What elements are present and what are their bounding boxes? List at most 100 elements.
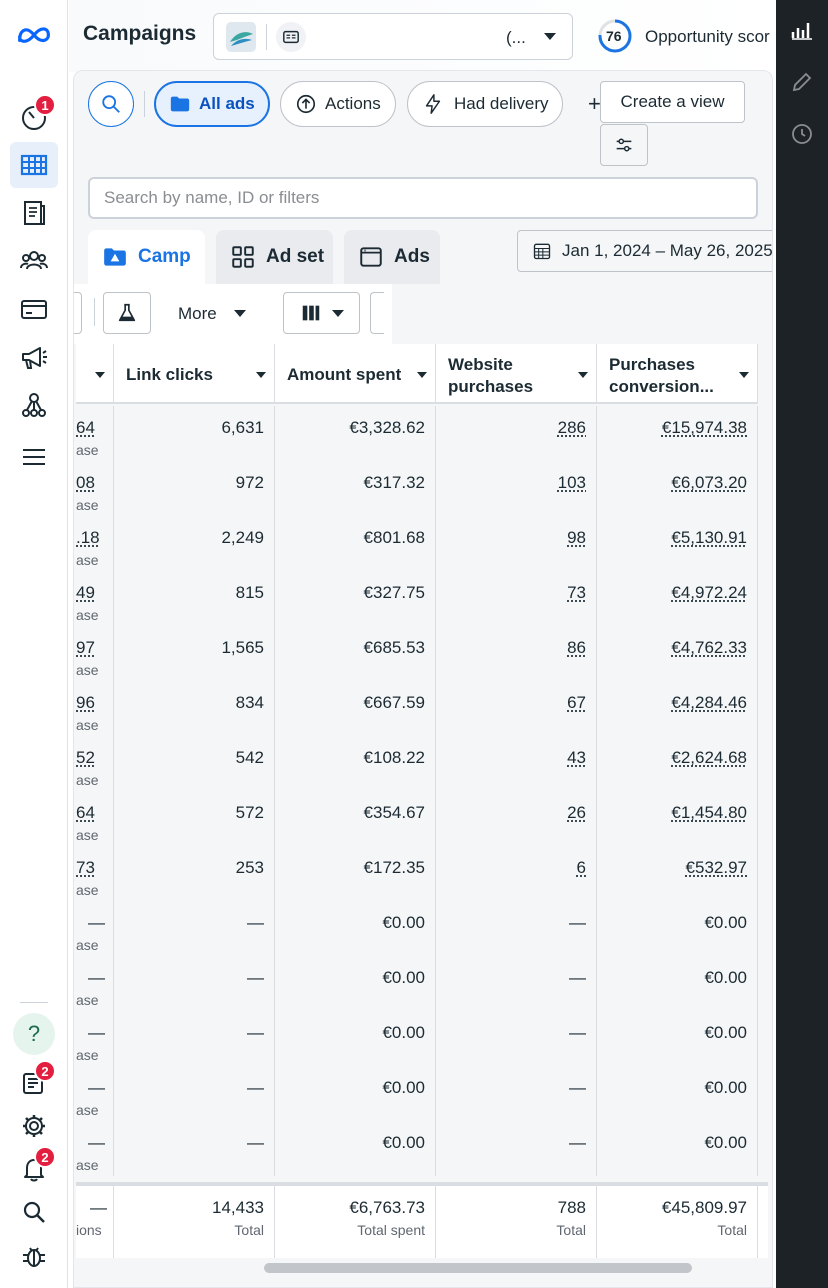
all-ads-button[interactable]: All ads [154,81,270,127]
toolbar-button[interactable] [74,292,82,334]
cell-value[interactable]: 73 [567,583,586,602]
chart-icon[interactable] [790,18,814,42]
nav-search[interactable] [10,1189,58,1235]
cell-value[interactable]: €532.97 [685,858,747,877]
table-cell: €317.32 [275,461,436,516]
cell-value[interactable]: 67 [567,693,586,712]
table-row[interactable]: 64 ase 6,631 €3,328.62 286 €15,974.38 [76,406,768,461]
table-cell: 834 [114,681,275,736]
table-row[interactable]: 52 ase 542 €108.22 43 €2,624.68 [76,736,768,791]
nav-all-tools[interactable] [10,434,58,480]
pencil-icon[interactable] [790,70,814,94]
experiments-button[interactable] [103,292,151,334]
cell-value[interactable]: 73 [76,858,95,877]
account-selector[interactable]: (... [213,13,573,60]
table-icon [20,154,48,176]
cell-value: 572 [235,803,264,822]
cell-value[interactable]: 96 [76,693,95,712]
nav-audiences[interactable] [10,238,58,284]
left-nav: 1 ? 2 2 [0,0,68,1288]
cell-value: €685.53 [363,638,425,657]
search-input[interactable] [88,177,758,219]
cell-value[interactable]: €5,130.91 [671,528,747,547]
cell-value[interactable]: 49 [76,583,95,602]
search-button[interactable] [88,81,134,127]
cell-value[interactable]: .18 [76,528,100,547]
flask-icon [118,303,136,322]
cell-value[interactable]: 86 [567,638,586,657]
nav-account-overview[interactable]: 1 [10,94,58,140]
cell-value[interactable]: 97 [76,638,95,657]
nav-settings[interactable] [10,1103,58,1149]
table-row[interactable]: — ase — €0.00 — €0.00 [76,901,768,956]
nav-campaigns[interactable] [10,142,58,188]
nav-help[interactable]: ? [13,1013,55,1055]
cell-value: €0.00 [704,968,747,987]
cell-value[interactable]: 286 [557,418,586,437]
tab-ads[interactable]: Ads [344,230,440,284]
filter-settings-button[interactable] [600,124,648,166]
cell-value[interactable]: 98 [567,528,586,547]
table-row[interactable]: .18 ase 2,249 €801.68 98 €5,130.91 [76,516,768,571]
chevron-down-icon [234,310,246,317]
cell-value[interactable]: 6 [576,858,586,877]
table-row[interactable]: — ase — €0.00 — €0.00 [76,1066,768,1121]
nav-news[interactable]: 2 [10,1060,58,1106]
table-cell: — [114,956,275,1011]
table-row[interactable]: — ase — €0.00 — €0.00 [76,1121,768,1176]
cell-value[interactable]: €4,284.46 [671,693,747,712]
cell-value[interactable]: 64 [76,418,95,437]
column-label: Website purchases [448,355,534,396]
nav-advertising[interactable] [10,334,58,380]
cell-value[interactable]: 52 [76,748,95,767]
column-header-website-purchases[interactable]: Website purchases [436,344,597,404]
cell-value[interactable]: €6,073.20 [671,473,747,492]
table-row[interactable]: 73 ase 253 €172.35 6 €532.97 [76,846,768,901]
column-header[interactable] [76,344,114,404]
table-row[interactable]: 49 ase 815 €327.75 73 €4,972.24 [76,571,768,626]
cell-value[interactable]: 08 [76,473,95,492]
columns-icon [302,305,319,321]
toolbar-button[interactable] [370,292,384,334]
cell-value[interactable]: €15,974.38 [661,418,747,437]
opportunity-score-gauge[interactable] [597,18,633,54]
cell-subtext: ase [76,442,99,458]
table-row[interactable]: 96 ase 834 €667.59 67 €4,284.46 [76,681,768,736]
table-row[interactable]: 08 ase 972 €317.32 103 €6,073.20 [76,461,768,516]
table-cell: 788 Total [436,1186,597,1258]
meta-logo[interactable] [10,12,58,58]
column-label: Link clicks [126,365,213,384]
clock-icon[interactable] [790,122,814,146]
had-delivery-button[interactable]: Had delivery [407,81,563,127]
cell-value[interactable]: €1,454.80 [671,803,747,822]
tab-ad-sets[interactable]: Ad set [216,230,333,284]
cell-value[interactable]: 43 [567,748,586,767]
cell-value[interactable]: €2,624.68 [671,748,747,767]
add-icon[interactable]: + [588,91,601,116]
cell-value[interactable]: 64 [76,803,95,822]
tab-campaigns[interactable]: Camp [88,230,205,284]
nav-report-bug[interactable] [10,1233,58,1279]
nav-business-tools[interactable] [10,382,58,428]
nav-notifications[interactable]: 2 [10,1146,58,1192]
cell-value[interactable]: 26 [567,803,586,822]
table-row[interactable]: — ase — €0.00 — €0.00 [76,956,768,1011]
column-header-purchases-conversion[interactable]: Purchases conversion... [597,344,758,404]
horizontal-scrollbar[interactable] [264,1263,692,1273]
columns-button[interactable] [283,292,360,334]
opportunity-score-label[interactable]: Opportunity scor [645,27,770,46]
nav-billing[interactable] [10,286,58,332]
date-range-picker[interactable]: Jan 1, 2024 – May 26, 2025 [517,230,772,272]
column-header-link-clicks[interactable]: Link clicks [114,344,275,404]
cell-value[interactable]: €4,762.33 [671,638,747,657]
table-row[interactable]: 64 ase 572 €354.67 26 €1,454.80 [76,791,768,846]
nav-catalog[interactable] [10,190,58,236]
create-view-button[interactable]: Create a view [600,81,745,123]
actions-button[interactable]: Actions [280,81,396,127]
table-row[interactable]: — ase — €0.00 — €0.00 [76,1011,768,1066]
cell-value[interactable]: 103 [557,473,586,492]
cell-value[interactable]: €4,972.24 [671,583,747,602]
table-row[interactable]: 97 ase 1,565 €685.53 86 €4,762.33 [76,626,768,681]
column-header-amount-spent[interactable]: Amount spent [275,344,436,404]
more-button[interactable]: More [178,304,217,323]
